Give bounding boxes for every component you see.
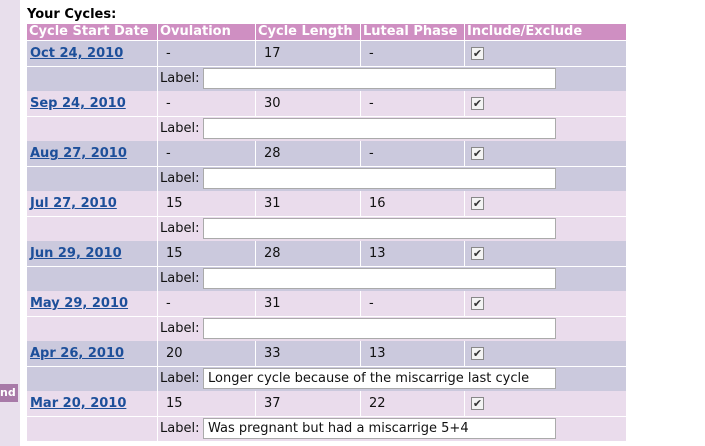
include-checkbox[interactable]: ✔ bbox=[471, 297, 484, 310]
label-caption: Label: bbox=[160, 421, 200, 436]
date-link[interactable]: Oct 24, 2010 bbox=[27, 41, 157, 66]
label-row-spacer bbox=[27, 67, 157, 91]
date-link[interactable]: Mar 20, 2010 bbox=[27, 391, 157, 416]
label-caption: Label: bbox=[160, 71, 200, 86]
cell: 31 bbox=[256, 191, 360, 216]
cell: 15 bbox=[158, 241, 255, 266]
cell: 28 bbox=[256, 241, 360, 266]
cell: - bbox=[361, 141, 464, 166]
label-input[interactable]: Longer cycle because of the miscarrige l… bbox=[203, 368, 556, 389]
label-row-spacer bbox=[27, 117, 157, 141]
include-checkbox[interactable]: ✔ bbox=[471, 47, 484, 60]
label-input[interactable] bbox=[203, 318, 556, 339]
column-header: Ovulation bbox=[158, 24, 255, 40]
label-row-spacer bbox=[27, 217, 157, 241]
include-cell bbox=[465, 391, 626, 416]
label-caption: Label: bbox=[160, 121, 200, 136]
cell: - bbox=[361, 291, 464, 316]
cell: 22 bbox=[361, 391, 464, 416]
column-header: Include/Exclude bbox=[465, 24, 626, 40]
cell: - bbox=[361, 41, 464, 66]
include-cell bbox=[465, 91, 626, 116]
include-cell bbox=[465, 141, 626, 166]
cell: 16 bbox=[361, 191, 464, 216]
include-cell bbox=[465, 41, 626, 66]
cell: - bbox=[158, 41, 255, 66]
label-row-spacer bbox=[27, 417, 157, 441]
cell: - bbox=[361, 91, 464, 116]
label-row-spacer bbox=[27, 317, 157, 341]
label-caption: Label: bbox=[160, 221, 200, 236]
include-checkbox[interactable]: ✔ bbox=[471, 97, 484, 110]
label-caption: Label: bbox=[160, 271, 200, 286]
cell: 13 bbox=[361, 241, 464, 266]
section-title: Your Cycles: bbox=[27, 7, 117, 22]
label-input[interactable] bbox=[203, 268, 556, 289]
cell: 13 bbox=[361, 341, 464, 366]
label-row-spacer bbox=[27, 167, 157, 191]
cell: 17 bbox=[256, 41, 360, 66]
label-input[interactable] bbox=[203, 218, 556, 239]
date-link[interactable]: May 29, 2010 bbox=[27, 291, 157, 316]
date-link[interactable]: Apr 26, 2010 bbox=[27, 341, 157, 366]
cell: 15 bbox=[158, 391, 255, 416]
include-cell bbox=[465, 291, 626, 316]
label-caption: Label: bbox=[160, 371, 200, 386]
date-link[interactable]: Sep 24, 2010 bbox=[27, 91, 157, 116]
include-cell bbox=[465, 341, 626, 366]
sidebar-label: nd bbox=[0, 384, 18, 402]
cell: 28 bbox=[256, 141, 360, 166]
include-checkbox[interactable]: ✔ bbox=[471, 347, 484, 360]
cell: 31 bbox=[256, 291, 360, 316]
include-checkbox[interactable]: ✔ bbox=[471, 247, 484, 260]
cell: 37 bbox=[256, 391, 360, 416]
date-link[interactable]: Aug 27, 2010 bbox=[27, 141, 157, 166]
cell: 15 bbox=[158, 191, 255, 216]
label-input[interactable] bbox=[203, 118, 556, 139]
cell: 20 bbox=[158, 341, 255, 366]
cell: - bbox=[158, 141, 255, 166]
include-checkbox[interactable]: ✔ bbox=[471, 147, 484, 160]
label-caption: Label: bbox=[160, 321, 200, 336]
label-input[interactable] bbox=[203, 68, 556, 89]
label-input[interactable]: Was pregnant but had a miscarrige 5+4 bbox=[203, 418, 556, 439]
cell: 33 bbox=[256, 341, 360, 366]
include-checkbox[interactable]: ✔ bbox=[471, 397, 484, 410]
label-input[interactable] bbox=[203, 168, 556, 189]
include-cell bbox=[465, 241, 626, 266]
column-header: Luteal Phase bbox=[361, 24, 464, 40]
date-link[interactable]: Jun 29, 2010 bbox=[27, 241, 157, 266]
cell: 30 bbox=[256, 91, 360, 116]
sidebar bbox=[0, 0, 20, 446]
label-row-spacer bbox=[27, 267, 157, 291]
cell: - bbox=[158, 91, 255, 116]
column-header: Cycle Length bbox=[256, 24, 360, 40]
cell: - bbox=[158, 291, 255, 316]
label-caption: Label: bbox=[160, 171, 200, 186]
label-row-spacer bbox=[27, 367, 157, 391]
column-header: Cycle Start Date bbox=[27, 24, 157, 40]
include-cell bbox=[465, 191, 626, 216]
include-checkbox[interactable]: ✔ bbox=[471, 197, 484, 210]
date-link[interactable]: Jul 27, 2010 bbox=[27, 191, 157, 216]
